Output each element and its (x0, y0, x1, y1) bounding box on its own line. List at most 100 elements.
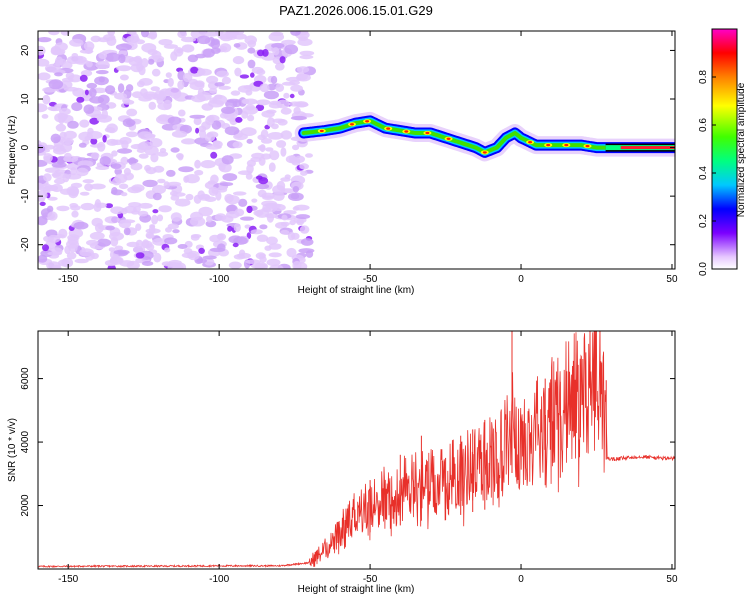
noise-blob (95, 165, 110, 170)
noise-blob (195, 127, 200, 134)
noise-blob (158, 39, 173, 46)
colorbar: 0.0 0.2 0.4 0.6 0.8 Normalized spectral ampl… (698, 28, 747, 276)
noise-blob (210, 47, 221, 54)
snr-axes: -150 -100 -50 0 50 2000 4000 6000 (20, 331, 678, 585)
noise-blob (47, 251, 62, 256)
noise-blob (266, 213, 274, 223)
noise-blob (288, 192, 304, 201)
noise-blob (280, 130, 292, 140)
noise-blob (115, 43, 132, 51)
noise-blob (265, 203, 281, 209)
noise-blob (242, 106, 258, 115)
noise-blob (135, 239, 144, 249)
noise-blob (98, 51, 108, 60)
noise-blob (86, 82, 98, 89)
snr-plot-area (38, 331, 675, 569)
noise-blob (76, 96, 85, 103)
noise-blob (251, 66, 264, 74)
noise-blob (123, 227, 131, 236)
y-tick-label: 6000 (20, 367, 31, 390)
noise-blob (172, 229, 180, 234)
noise-blob (206, 215, 213, 223)
noise-blob (250, 263, 267, 269)
noise-blob (299, 50, 315, 56)
noise-blob (126, 108, 138, 117)
noise-blob (97, 141, 106, 152)
noise-blob (102, 135, 107, 143)
y-tick-label: 10 (20, 93, 31, 105)
noise-region (38, 31, 316, 269)
noise-blob (268, 162, 276, 172)
ridge-hotspot-core (404, 130, 409, 133)
noise-blob (148, 101, 157, 110)
noise-blob (95, 70, 109, 75)
noise-blob (212, 140, 221, 146)
noise-blob (135, 39, 146, 45)
noise-blob (38, 58, 50, 67)
noise-blob (89, 117, 100, 125)
noise-blob (172, 192, 186, 197)
noise-blob (93, 202, 102, 212)
noise-blob (204, 133, 216, 142)
noise-blob (257, 189, 267, 198)
spectrogram-x-axis-label: Height of straight line (km) (298, 285, 415, 296)
noise-blob (56, 205, 70, 212)
noise-blob (269, 150, 280, 161)
ridge-hotspot-core (546, 143, 551, 147)
noise-blob (55, 123, 67, 132)
noise-blob (167, 223, 179, 230)
noise-blob (221, 76, 231, 85)
x-tick-label: -100 (209, 574, 229, 585)
noise-blob (82, 179, 95, 184)
noise-blob (206, 75, 219, 84)
noise-blob (280, 177, 291, 182)
noise-blob (43, 173, 52, 182)
noise-blob (255, 183, 270, 190)
noise-blob (173, 47, 184, 57)
noise-blob (157, 178, 166, 184)
tone-core (620, 146, 675, 150)
noise-blob (66, 173, 82, 180)
noise-blob (147, 58, 155, 65)
noise-blob (221, 155, 234, 165)
noise-blob (130, 162, 143, 171)
noise-blob (61, 77, 74, 83)
noise-blob (104, 216, 120, 224)
noise-blob (38, 216, 48, 226)
noise-blob (228, 261, 242, 269)
noise-blob (232, 191, 247, 196)
noise-blob (137, 210, 149, 217)
noise-blob (269, 264, 284, 269)
noise-blob (265, 147, 274, 152)
noise-blob (190, 66, 199, 74)
noise-blob (271, 42, 285, 49)
noise-blob (299, 163, 309, 170)
noise-blob (43, 153, 53, 163)
noise-blob (283, 92, 290, 99)
noise-blob (290, 115, 307, 121)
noise-blob (234, 67, 242, 77)
noise-blob (104, 259, 118, 267)
noise-blob (71, 102, 83, 112)
noise-blob (189, 216, 206, 227)
snr-x-axis-label: Height of straight line (km) (298, 584, 415, 595)
noise-blob (59, 107, 71, 116)
noise-blob (256, 49, 265, 57)
ridge-hotspots (317, 119, 592, 155)
noise-blob (79, 119, 90, 128)
x-tick-label: -150 (58, 274, 78, 285)
noise-blob (292, 144, 300, 151)
noise-blob (66, 252, 77, 260)
noise-blob (84, 89, 89, 96)
y-tick-label: 4000 (20, 431, 31, 454)
noise-blob (96, 114, 112, 123)
x-tick-label: 0 (518, 574, 524, 585)
noise-blob (84, 183, 94, 191)
noise-blob (133, 206, 141, 213)
noise-blob (257, 134, 266, 141)
noise-blob (259, 83, 270, 93)
noise-blob (112, 254, 119, 260)
noise-blob (198, 247, 205, 254)
colorbar-tick-label: 0.6 (698, 118, 709, 132)
